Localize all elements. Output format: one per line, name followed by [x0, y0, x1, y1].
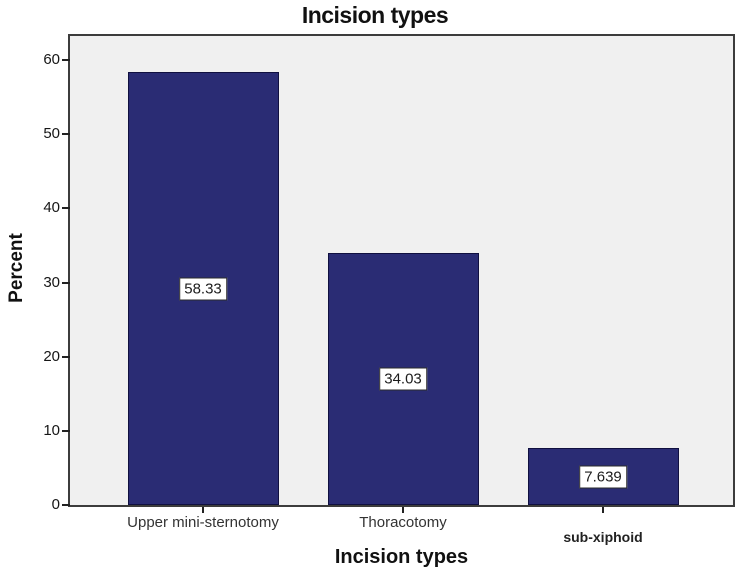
chart-title: Incision types: [301, 2, 449, 28]
y-tick: 10: [0, 421, 70, 439]
bar-value-label: 7.639: [579, 465, 627, 489]
y-tick-label: 20: [43, 347, 60, 365]
y-tick-mark: [62, 207, 70, 210]
category-label: sub-xiphoid: [563, 529, 643, 545]
x-axis-title: Incision types: [334, 546, 469, 568]
x-tick-mark: [202, 507, 204, 513]
y-tick-label: 0: [51, 496, 60, 513]
bar-value-label: 58.33: [179, 277, 227, 301]
x-tick-mark: [602, 507, 604, 513]
y-tick-label: 40: [43, 199, 60, 217]
x-tick-mark: [402, 507, 404, 513]
y-tick-mark: [62, 133, 70, 136]
y-tick-mark: [62, 429, 70, 432]
y-tick: 20: [0, 347, 70, 365]
category-label: Upper mini-sternotomy: [127, 514, 279, 531]
y-tick-label: 30: [43, 273, 60, 291]
category-label: Thoracotomy: [359, 514, 447, 531]
y-tick: 60: [0, 52, 70, 68]
plot-area: 58.33 34.03 7.639: [68, 34, 735, 507]
y-tick-label: 60: [43, 51, 60, 68]
bar-value-label: 34.03: [379, 367, 427, 391]
y-tick: 0: [0, 497, 70, 513]
y-tick: 50: [0, 126, 70, 142]
y-tick: 40: [0, 200, 70, 216]
y-tick-mark: [62, 281, 70, 284]
y-tick-mark: [62, 355, 70, 358]
y-tick: 30: [0, 273, 70, 291]
y-tick-label: 10: [43, 421, 60, 439]
y-tick-mark: [62, 504, 70, 506]
y-axis-title: Percent: [6, 233, 27, 303]
y-tick-label: 50: [43, 125, 60, 143]
y-tick-mark: [62, 59, 70, 61]
